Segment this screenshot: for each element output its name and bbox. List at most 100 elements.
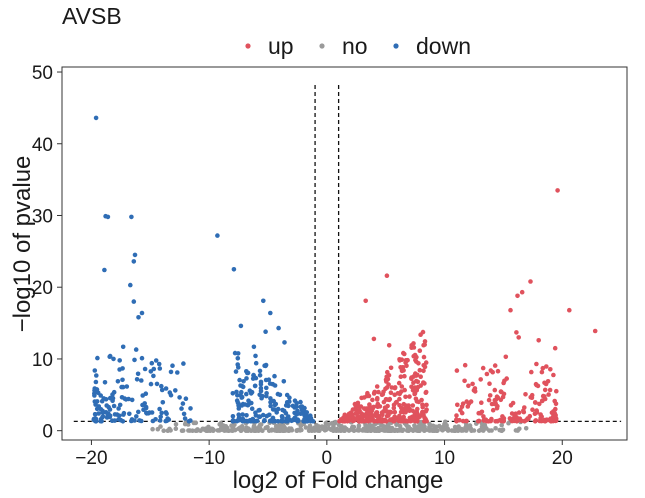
point-up: [490, 407, 496, 413]
point-down: [111, 403, 117, 409]
point-up: [454, 419, 459, 424]
point-no: [294, 428, 300, 433]
point-no: [331, 428, 336, 434]
point-down: [264, 393, 269, 399]
point-no: [161, 428, 166, 434]
point-up: [454, 368, 460, 373]
point-down: [140, 393, 145, 398]
point-down: [261, 418, 267, 424]
point-up: [478, 377, 484, 382]
point-up: [398, 374, 404, 380]
point-down: [139, 310, 145, 316]
point-up: [495, 419, 500, 424]
point-down: [270, 381, 276, 387]
point-down: [240, 412, 245, 417]
point-up: [501, 380, 506, 386]
point-up: [391, 405, 397, 411]
point-up: [455, 402, 460, 408]
point-down: [275, 419, 281, 424]
point-up: [487, 381, 492, 387]
point-no: [317, 428, 322, 434]
point-down: [110, 392, 115, 397]
point-up: [494, 405, 500, 411]
point-no: [493, 426, 498, 431]
point-down: [149, 360, 155, 366]
point-up: [359, 419, 364, 424]
point-up: [403, 358, 409, 363]
point-no: [206, 424, 211, 430]
point-no: [323, 423, 328, 429]
point-up: [396, 417, 402, 423]
point-down: [246, 402, 251, 408]
point-up: [399, 389, 404, 394]
point-down: [294, 411, 300, 417]
point-up: [411, 345, 417, 350]
point-up: [382, 418, 387, 424]
point-up: [374, 413, 379, 419]
point-down: [157, 406, 162, 412]
point-up: [363, 298, 369, 304]
point-down: [239, 395, 244, 400]
point-up: [382, 405, 388, 411]
point-down: [268, 399, 273, 405]
point-down: [235, 356, 241, 361]
point-up: [384, 397, 390, 402]
point-no: [173, 422, 179, 427]
point-up: [524, 417, 529, 423]
point-down: [244, 391, 249, 397]
point-up: [413, 396, 419, 402]
point-no: [523, 426, 529, 431]
point-down: [267, 418, 273, 424]
point-up: [508, 403, 514, 408]
point-up: [552, 345, 558, 351]
point-up: [404, 363, 409, 369]
point-up: [492, 401, 498, 407]
point-down: [299, 404, 305, 409]
point-down: [239, 389, 244, 395]
point-down: [92, 412, 98, 417]
point-up: [349, 413, 355, 419]
point-down: [95, 355, 100, 361]
point-up: [396, 380, 402, 386]
point-down: [295, 417, 301, 423]
point-up: [552, 398, 557, 404]
y-tick-label: 20: [32, 278, 53, 299]
point-no: [323, 427, 329, 433]
point-down: [257, 414, 263, 420]
point-down: [235, 351, 241, 356]
point-down: [159, 383, 164, 389]
point-up: [398, 409, 404, 415]
point-down: [268, 310, 273, 316]
point-up: [411, 341, 416, 346]
point-up: [492, 363, 498, 368]
point-down: [99, 398, 105, 404]
point-up: [515, 293, 520, 299]
point-down: [94, 373, 99, 378]
point-up: [399, 384, 405, 389]
point-no: [350, 426, 355, 432]
point-down: [268, 403, 273, 409]
point-up: [553, 406, 558, 412]
point-up: [567, 307, 572, 313]
point-down: [253, 360, 259, 366]
point-down: [299, 407, 305, 413]
point-no: [374, 428, 380, 434]
point-down: [264, 385, 269, 391]
point-up: [391, 418, 397, 424]
point-no: [499, 422, 505, 428]
point-down: [170, 363, 175, 369]
point-down: [91, 416, 97, 422]
point-up: [397, 396, 402, 402]
point-up: [529, 369, 534, 375]
point-down: [120, 344, 126, 350]
point-down: [287, 395, 292, 401]
point-down: [100, 414, 106, 419]
point-up: [539, 369, 545, 375]
point-no: [239, 426, 245, 432]
point-up: [378, 418, 383, 424]
point-no: [427, 421, 432, 427]
point-down: [112, 412, 118, 417]
point-down: [112, 418, 117, 423]
point-up: [538, 415, 543, 421]
point-down: [92, 399, 98, 404]
